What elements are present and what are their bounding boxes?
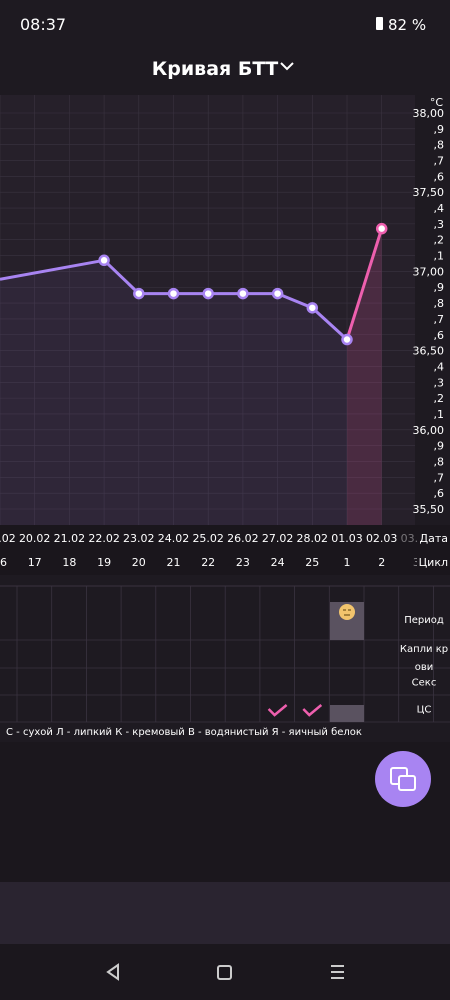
axis-strip [0,525,450,575]
x-tick-label: 23.02 [123,532,155,545]
y-tick-label: ,3 [434,218,445,231]
cycle-axis-label: Цикл [419,556,448,569]
status-time: 08:37 [20,15,66,34]
home-button[interactable] [217,965,232,980]
empty-area [0,742,450,882]
x-tick-label: 01.03 [331,532,363,545]
y-tick-label: ,2 [434,234,445,247]
x-tick-label: 21.02 [54,532,86,545]
x-tick-label: 02.03 [366,532,398,545]
y-tick-label: ,8 [434,297,445,310]
y-tick-label: ,2 [434,392,445,405]
tracker-row-label: Капли кр [400,644,448,655]
y-tick-label: ,3 [434,376,445,389]
cycle-day-label: 20 [132,556,146,569]
cycle-day-label: 19 [97,556,111,569]
cycle-day-label: 21 [167,556,181,569]
line-cycle [345,228,384,340]
tracker-legend: С - сухой Л - липкий К - кремовый В - во… [6,727,362,738]
back-button[interactable] [106,963,119,981]
cs-check [302,704,323,717]
x-tick-label: 22.02 [88,532,120,545]
point [306,302,319,314]
y-tick-label: 36,50 [413,345,445,358]
unit-label: °C [430,96,444,109]
area-cycle [347,228,382,525]
point [271,287,284,300]
cycle-day-label: 2 [378,556,385,569]
y-tick-label: 37,50 [413,186,445,199]
point [202,287,214,300]
cycle-day-label: 3 [413,556,420,569]
y-tick-label: ,8 [434,455,445,468]
tracker-row-label: Секс [412,678,437,689]
cycle-day-label: 18 [62,556,76,569]
tracker-row-label-cont: ови [415,662,434,673]
y-tick-label: ,8 [434,139,445,152]
y-tick-label: 35,50 [413,503,445,516]
y-tick-label: ,7 [434,313,445,326]
x-tick-label: 28.02 [297,532,329,545]
cycle-day-label: 16 [0,556,7,569]
y-tick-label: ,9 [434,440,445,453]
dropdown-icon[interactable] [280,62,294,71]
plot [0,95,415,525]
point [98,254,110,267]
cycle-day-label: 22 [201,556,215,569]
cycle-day-label: 1 [344,556,351,569]
cs-cell [330,705,364,722]
cycle-day-label: 17 [28,556,42,569]
nav-bar [0,882,450,944]
cs-check [267,704,288,717]
period-emoji-face [343,609,351,616]
cycle-day-label: 24 [271,556,285,569]
status-battery: 82 % [388,16,426,34]
x-tick-label: 25.02 [192,532,224,545]
area [0,260,347,525]
point [133,287,145,300]
y-tick-label: ,6 [434,170,445,183]
y-tick-label: 38,00 [413,107,445,120]
y-tick-label: ,6 [434,329,445,342]
label-cover [417,528,450,572]
point [237,287,249,300]
x-tick-label: 20.02 [19,532,51,545]
battery-icon [376,17,383,30]
y-tick-label: ,7 [434,471,445,484]
x-tick-label: 24.02 [158,532,190,545]
cycle-day-label: 25 [305,556,319,569]
y-tick-label: ,9 [434,281,445,294]
period-emoji [339,604,355,620]
y-tick-label: ,1 [434,408,445,421]
cycle-day-label: 23 [236,556,250,569]
x-tick-label: 26.02 [227,532,259,545]
recents-button[interactable] [331,965,344,979]
y-tick-label: ,4 [434,360,445,373]
y-tick-label: ,7 [434,155,445,168]
y-tick-label: 36,00 [413,424,445,437]
x-axis-label: Дата [420,532,448,545]
y-tick-label: ,9 [434,123,445,136]
y-tick-label: ,4 [434,202,445,215]
fab-icon [398,775,416,791]
point [167,287,180,300]
point [341,333,353,346]
tracker-row-label: Период [404,615,444,626]
tracker-row-label: ЦС [417,705,432,716]
system-bar [0,944,450,1000]
point [375,222,388,235]
y-tick-label: ,6 [434,487,445,500]
header-title[interactable]: Кривая БТТ [152,58,279,80]
y-tick-label: ,1 [434,250,445,263]
y-tick-label: 37,00 [413,265,445,278]
x-tick-label: 27.02 [262,532,294,545]
x-tick-label: 19.02 [0,532,16,545]
